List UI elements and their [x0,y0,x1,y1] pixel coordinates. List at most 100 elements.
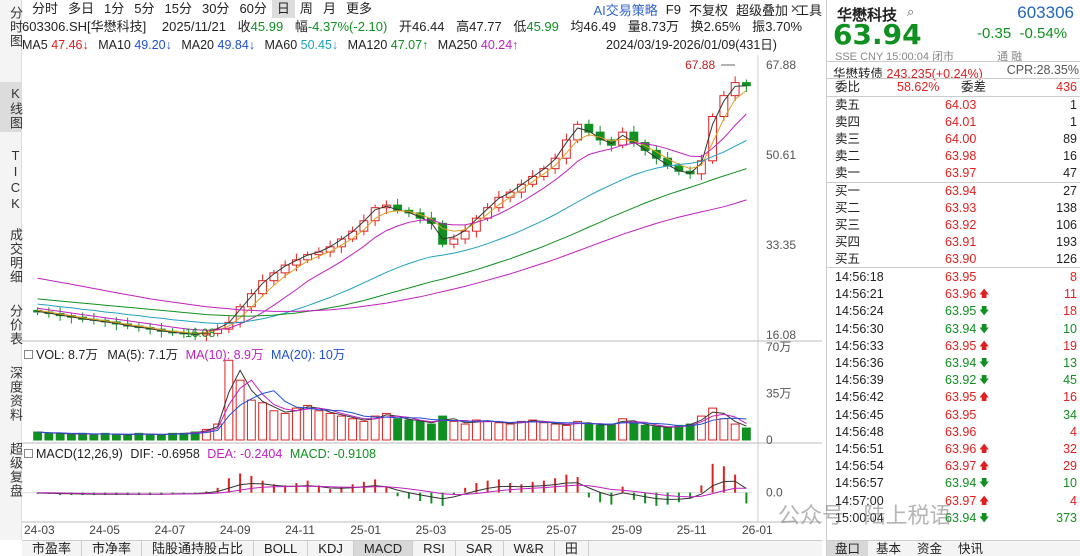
volume-axis-label: 70万 [766,340,791,354]
tick-time: 14:56:24 [835,304,884,319]
volume-bar [111,434,121,441]
bid-row[interactable]: 买一 63.94 27 [833,183,1077,200]
super-overlay-menu[interactable]: 超级叠加 [735,2,788,18]
x-axis-tick-label: 25-09 [611,523,642,537]
candle-body [201,332,211,336]
volume-bar [449,420,459,441]
f9-menu[interactable]: F9 [665,1,681,17]
period-15min[interactable]: 15分 [164,1,192,16]
no-adjust-menu[interactable]: 不复权 [688,2,728,18]
volume-bar [573,420,583,441]
ask-row[interactable]: 卖一 63.97 47 [833,165,1077,182]
ma5-label: MA5 [22,38,48,52]
bid-row[interactable]: 买二 63.93 138 [833,200,1077,217]
volume-bar [708,407,718,441]
tab-depth-data[interactable]: 深度资料 [8,366,23,422]
tab-pb[interactable]: 市净率 [82,541,143,556]
bid-price: 63.94 [945,184,977,198]
ma-legend: MA5 47.46↓ MA10 49.20↓ MA20 49.84↓ MA60 … [22,37,822,54]
tick-price: 63.95 [945,304,977,319]
tick-row: 14:56:30 63.94 🡇 10 [833,321,1077,338]
volume-axis-label: 0 [766,433,773,447]
volume-bar [134,432,144,441]
ask-row[interactable]: 卖二 63.98 16 [833,148,1077,165]
volume-bar [213,423,223,441]
cpr-value: CPR:28.35% [1006,63,1079,77]
kline-chart[interactable]: 67.88 50.61 33.35 16.08 67.88 16.08 70万 35万 0 0… [22,55,822,540]
ai-strategy-menu[interactable]: AI交易策略 [593,2,658,18]
turnover-value: 2.65% [703,19,741,34]
period-month[interactable]: 月 [322,1,336,16]
period-60min[interactable]: 60分 [239,1,267,16]
tab-macd[interactable]: MACD [353,541,414,556]
ask-row[interactable]: 卖四 64.01 1 [833,114,1077,131]
period-5min[interactable]: 5分 [134,1,155,16]
tick-volume: 11 [1064,287,1077,302]
macd-toggle-icon[interactable] [24,449,33,458]
tick-row: 14:56:39 63.92 🡇 45 [833,372,1077,389]
period-30min[interactable]: 30分 [201,1,230,16]
tab-trade-detail[interactable]: 成交明细 [8,228,23,284]
ask-row[interactable]: 卖三 64.00 89 [833,131,1077,148]
tick-price: 63.95 [945,338,977,353]
ma20-value: 49.84↓ [217,38,256,52]
tab-super-replay[interactable]: 超级复盘 [8,442,23,498]
panel-tab-quote[interactable]: 盘口 [827,541,869,556]
volume-bar [44,432,54,441]
tab-wr[interactable]: W&R [504,541,555,556]
bid-row[interactable]: 买三 63.92 106 [833,217,1077,234]
volume-bar [595,424,605,441]
period-1min[interactable]: 1分 [104,1,125,16]
volume-ma20: MA(20): 10万 [270,348,346,362]
panel-tab-basic[interactable]: 基本 [876,542,902,556]
period-more[interactable]: 更多 [345,1,372,16]
convertible-bond-line[interactable]: 华懋转债 243.235(+0.24%) CPR:28.35% [833,63,1079,82]
tab-price-table[interactable]: 分价表 [8,304,23,346]
tab-sar[interactable]: SAR [456,541,504,556]
volume-bar [719,418,729,441]
ma5-value: 47.46↓ [51,38,89,52]
volume-bar [66,434,76,441]
tick-time: 14:56:18 [835,270,884,284]
vol-toggle-icon[interactable] [24,350,33,359]
tick-time: 14:57:00 [835,493,884,508]
volume-bar [291,407,301,441]
panel-tab-fund[interactable]: 资金 [917,542,943,556]
down-arrow-icon: 🡇 [979,323,990,335]
ask-row[interactable]: 卖五 64.03 1 [833,97,1077,114]
volume-value: VOL: 8.7万 [36,348,98,362]
panel-tab-news[interactable]: 快讯 [958,542,984,556]
tab-pe[interactable]: 市盈率 [22,541,83,556]
period-day[interactable]: 日 [271,0,295,18]
low-label: 低 [513,19,527,34]
tick-row: 14:56:51 63.96 🡅 32 [833,441,1077,458]
volume-ma10: MA(10): 8.9万 [185,348,264,362]
bid-row[interactable]: 买四 63.91 193 [833,234,1077,251]
tab-fenshitu[interactable]: 分时图 [8,6,23,48]
volume-bar [359,420,369,441]
tab-tick[interactable]: TICK [8,148,23,212]
chart-panels [22,55,822,523]
period-week[interactable]: 周 [299,1,313,16]
period-fenshi[interactable]: 分时 [32,1,59,16]
volume-bar [303,404,313,441]
add-indicator-icon[interactable]: 田 [555,541,589,556]
x-axis-tick-label: 24-11 [285,523,315,537]
bid-row[interactable]: 买五 63.90 126 [833,251,1077,268]
period-duori[interactable]: 多日 [68,1,95,16]
tools-menu[interactable]: 工具 [795,2,822,18]
search-icon[interactable]: ⌕ [907,4,915,19]
volume-bar [156,434,166,441]
min-price-label: 16.08 [185,326,215,340]
x-axis-tick-label: 25-07 [546,523,577,537]
amplitude-label: 振 [752,19,766,34]
tab-boll[interactable]: BOLL [254,541,309,556]
period-bar: 分时 多日 1分 5分 15分 30分 60分 日 周 月 更多 [22,0,822,18]
tab-kline[interactable]: K线图 [0,82,23,132]
tab-kdj[interactable]: KDJ [308,541,354,556]
candle-body [460,230,470,240]
tab-rsi[interactable]: RSI [413,541,456,556]
close-icon[interactable]: ✕ [790,2,801,16]
tab-northbound[interactable]: 陆股通持股占比 [142,541,255,556]
macd-pane: 0.0 [22,463,783,506]
